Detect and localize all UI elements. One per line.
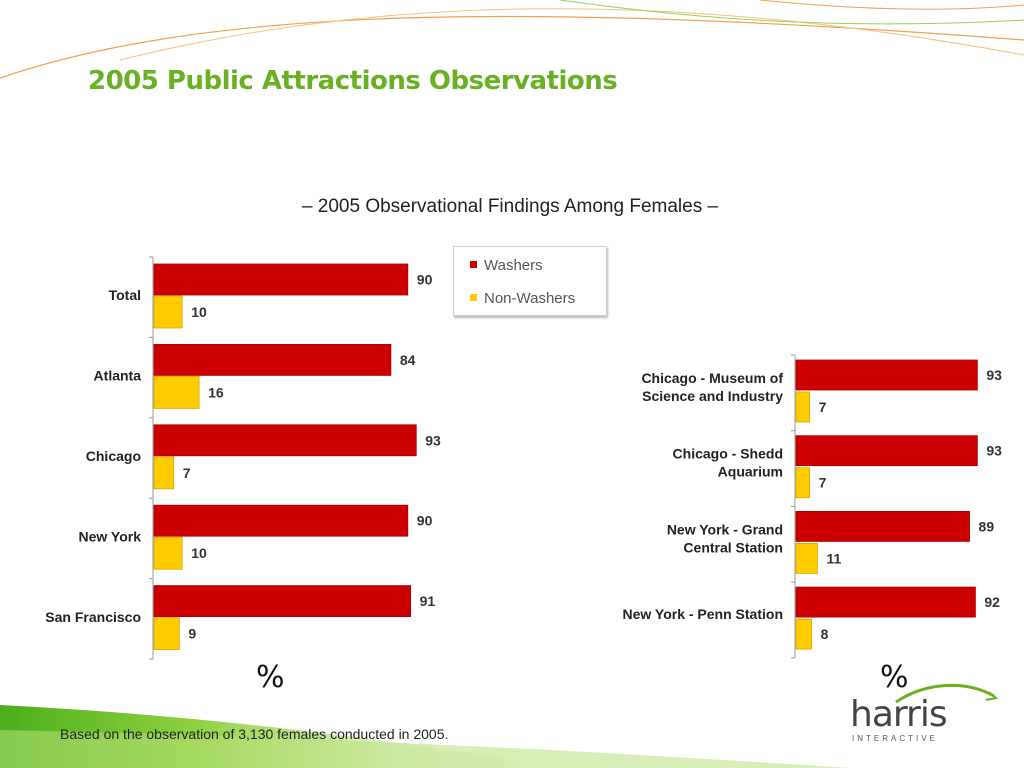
data-label: 7 <box>183 465 191 481</box>
chart-legend: Washers Non-Washers <box>453 246 607 316</box>
category-label: New York <box>78 528 141 544</box>
data-label: 8 <box>821 626 829 642</box>
category-label: Aquarium <box>718 464 783 480</box>
right-axis-unit: % <box>880 660 909 695</box>
data-label: 93 <box>986 443 1002 459</box>
bar-non-washers <box>795 467 811 499</box>
footnote: Based on the observation of 3,130 female… <box>60 726 449 742</box>
legend-swatch-non-washers <box>470 293 477 301</box>
bar-non-washers <box>153 375 200 409</box>
bar-non-washers <box>153 536 183 570</box>
logo-swoosh-icon <box>895 683 999 704</box>
category-label: Atlanta <box>94 368 142 384</box>
data-label: 11 <box>826 550 841 566</box>
category-label: Chicago <box>86 448 141 464</box>
logo-wordmark: harris <box>850 694 948 735</box>
data-label: 89 <box>979 518 995 534</box>
bar-non-washers <box>795 618 813 650</box>
bar-washers <box>153 585 412 617</box>
category-label: New York - Grand <box>667 521 783 537</box>
bar-non-washers <box>153 456 175 490</box>
bar-washers <box>795 586 976 618</box>
bar-washers <box>795 510 970 542</box>
bar-washers <box>795 359 978 391</box>
data-label: 90 <box>417 272 433 288</box>
chart-subtitle: – 2005 Observational Findings Among Fema… <box>301 196 719 217</box>
category-label: Science and Industry <box>642 388 783 404</box>
category-label: Total <box>109 287 141 303</box>
bar-non-washers <box>153 617 180 650</box>
bar-washers <box>153 424 417 457</box>
data-label: 93 <box>986 367 1002 383</box>
data-label: 90 <box>417 513 433 529</box>
category-label: Chicago - Museum of <box>641 370 783 386</box>
data-label: 93 <box>425 432 441 448</box>
data-label: 92 <box>984 594 1000 610</box>
data-label: 84 <box>400 352 416 368</box>
legend-item-non-washers: Non-Washers <box>470 290 575 307</box>
data-label: 9 <box>188 626 196 642</box>
category-label: New York - Penn Station <box>622 606 783 622</box>
data-label: 16 <box>208 384 224 400</box>
legend-label-washers: Washers <box>484 257 543 274</box>
legend-item-washers: Washers <box>470 257 543 274</box>
bar-non-washers <box>795 543 818 574</box>
left-axis-unit: % <box>256 660 285 695</box>
category-label: Chicago - Shedd <box>673 446 783 462</box>
category-label: Central Station <box>683 539 783 555</box>
legend-swatch-washers <box>470 260 477 268</box>
data-label: 10 <box>191 304 207 320</box>
category-label: San Francisco <box>45 609 141 625</box>
bar-non-washers <box>795 391 811 423</box>
bar-non-washers <box>153 295 183 329</box>
data-label: 91 <box>420 593 436 609</box>
legend-label-non-washers: Non-Washers <box>484 290 576 307</box>
data-label: 7 <box>819 399 827 415</box>
bar-washers <box>795 435 978 467</box>
page-title: 2005 Public Attractions Observations <box>88 66 618 96</box>
bar-washers <box>153 343 392 376</box>
bar-washers <box>153 504 409 537</box>
harris-interactive-logo: harris INTERACTIVE <box>846 680 1006 750</box>
data-label: 10 <box>191 545 207 561</box>
logo-subtext: INTERACTIVE <box>852 734 938 743</box>
bar-washers <box>153 263 409 296</box>
data-label: 7 <box>819 475 827 491</box>
